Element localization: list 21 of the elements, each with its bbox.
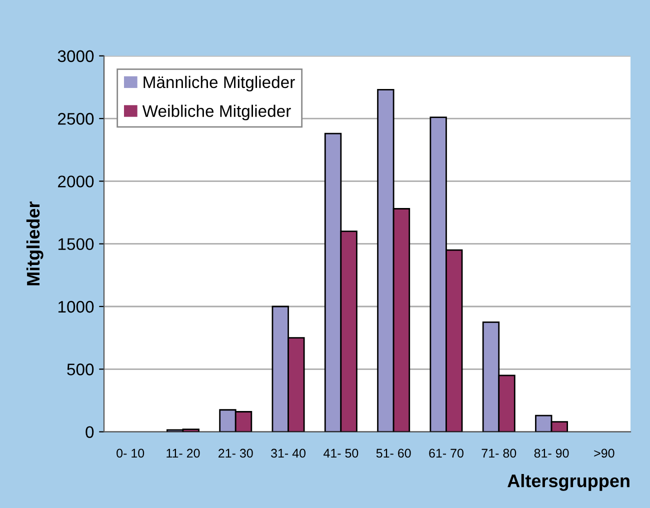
x-tick-label: >90 (594, 448, 614, 458)
x-tick-label: 21- 30 (218, 448, 253, 458)
legend-label: Weibliche Mitglieder (142, 104, 291, 120)
x-tick-label: 61- 70 (429, 448, 464, 458)
y-tick-label: 0 (86, 426, 94, 438)
y-tick-label: 1500 (58, 238, 94, 250)
legend-label: Männliche Mitglieder (144, 76, 295, 92)
y-tick-label: 1000 (58, 300, 94, 313)
x-tick-label: 81- 90 (534, 448, 569, 458)
x-tick-label: 41- 50 (323, 448, 358, 458)
x-axis-title: Altersgruppen (508, 474, 630, 491)
x-tick-label: 11- 20 (166, 448, 200, 458)
y-tick-label: 500 (67, 364, 94, 376)
y-axis-title: Mitglieder (26, 201, 44, 286)
x-tick-label: 51- 60 (376, 448, 411, 458)
y-tick-label: 2500 (58, 112, 94, 125)
x-tick-label: 71- 80 (482, 448, 516, 458)
x-tick-label: 0- 10 (116, 448, 144, 458)
y-tick-label: 2000 (58, 176, 94, 188)
x-tick-label: 31- 40 (271, 448, 306, 458)
y-tick-label: 3000 (58, 50, 94, 62)
